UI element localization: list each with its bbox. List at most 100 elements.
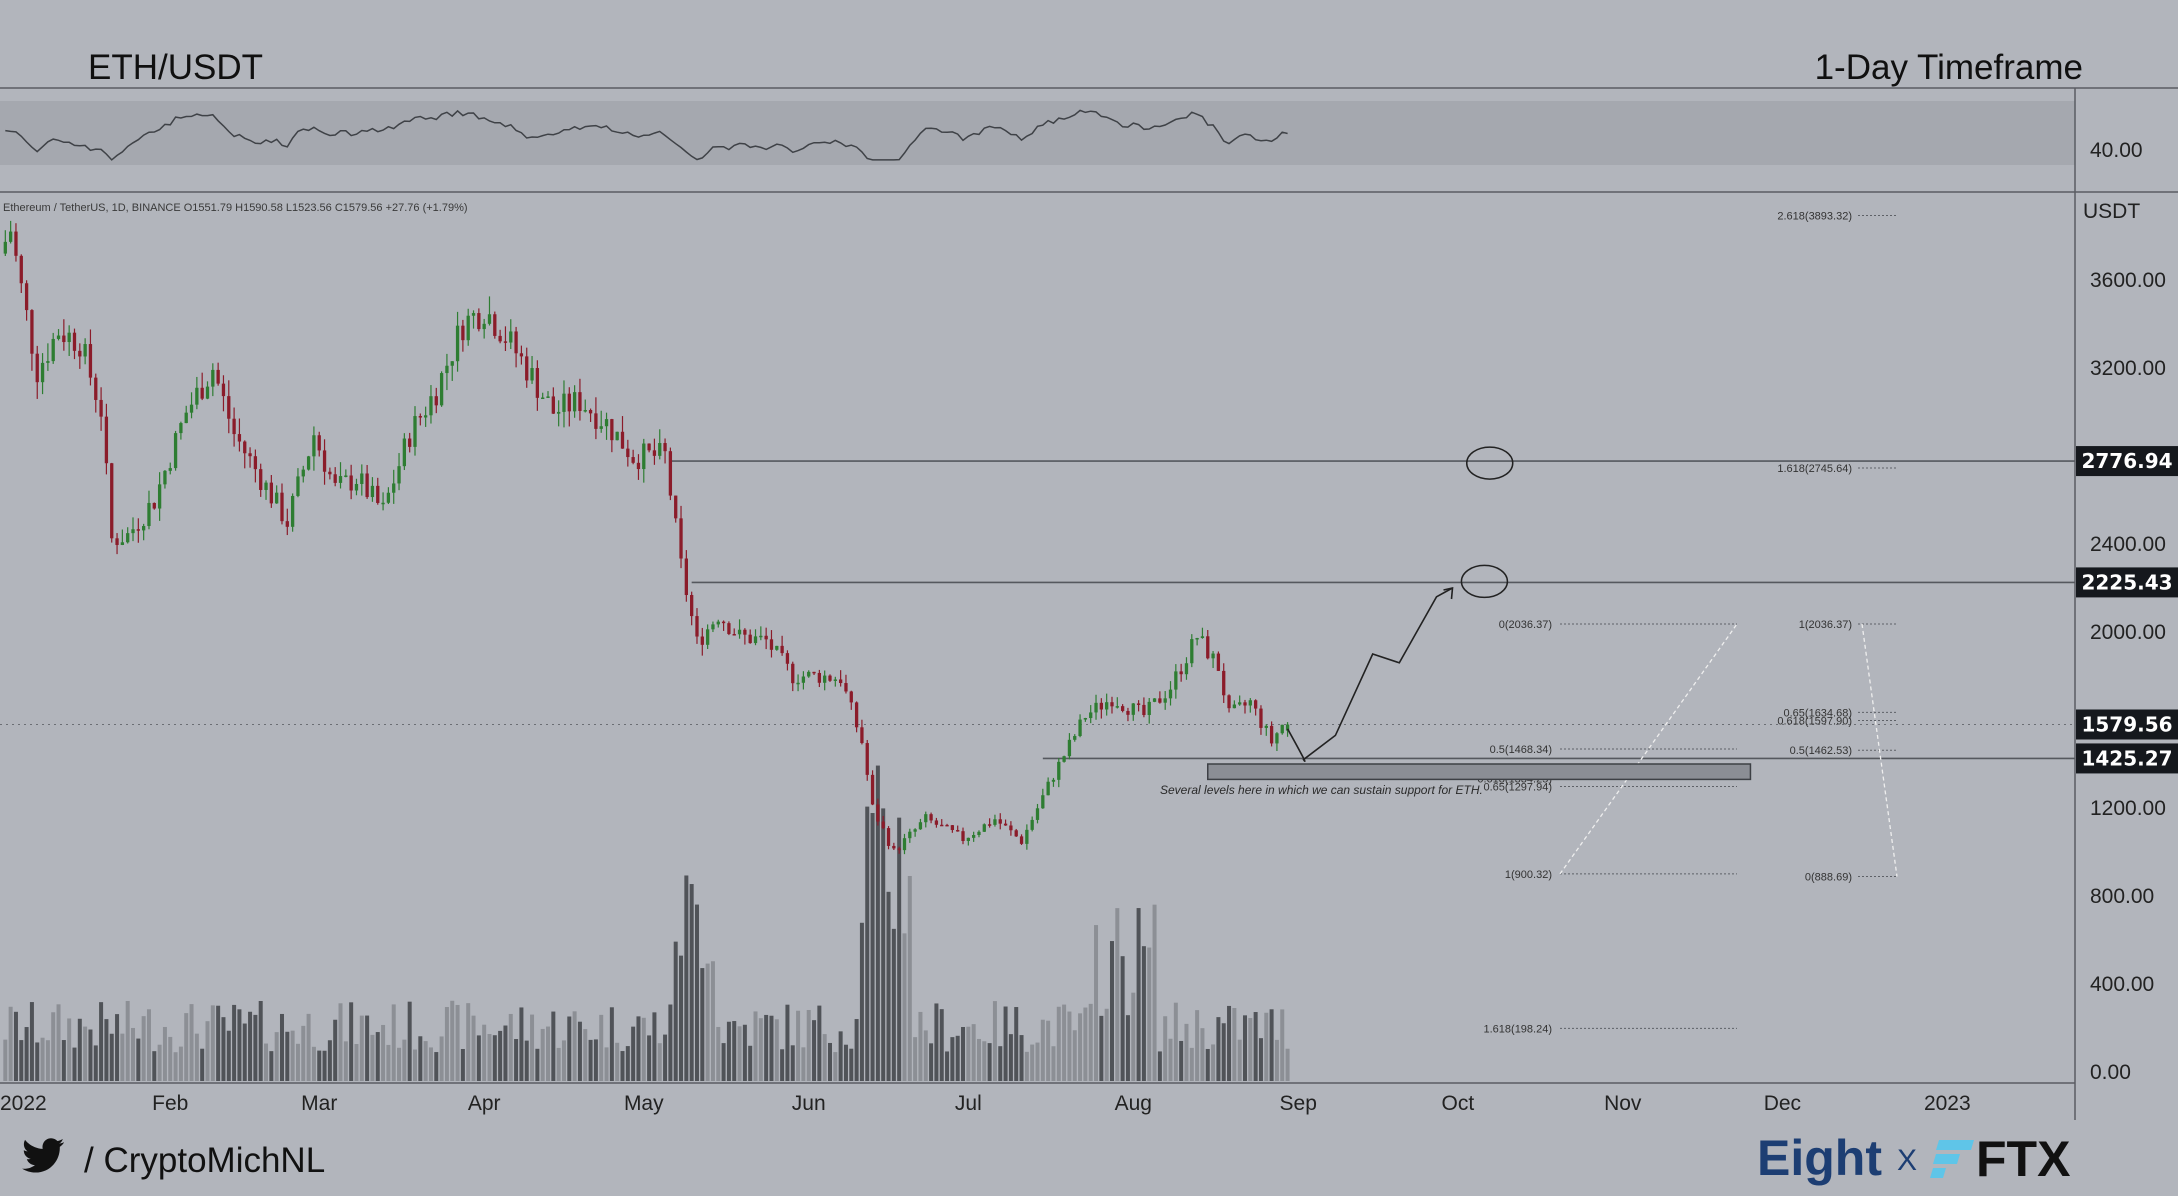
volume-bar — [269, 1051, 274, 1081]
volume-bar — [1248, 1018, 1253, 1081]
level-price-labels: 2776.94 2225.43 1579.56 1425.27 — [2076, 446, 2178, 774]
candle-body — [1126, 710, 1130, 715]
candle-body — [737, 629, 742, 635]
volume-bar — [849, 1048, 854, 1081]
projection-curve — [1286, 587, 1453, 762]
volume-bar — [115, 1014, 120, 1081]
candle-body — [546, 396, 550, 398]
volume-bar — [716, 1026, 721, 1081]
candle-body — [445, 365, 449, 374]
volume-bar — [88, 1029, 93, 1081]
candle-body — [1264, 725, 1268, 728]
candle-body — [312, 435, 316, 457]
candle-body — [583, 410, 587, 412]
volume-bar — [386, 1044, 391, 1081]
volume-bar — [796, 1010, 801, 1081]
candle-body — [823, 675, 827, 683]
volume-bar — [290, 1030, 295, 1081]
candle-body — [1184, 663, 1189, 675]
rsi-value-label: 40.00 — [2090, 139, 2143, 162]
volume-bar — [785, 1004, 790, 1081]
volume-bar — [141, 1016, 146, 1081]
fib-left-diagonal — [1559, 623, 1738, 875]
volume-bar — [295, 1043, 300, 1081]
fib-left-label: 0.5(1468.34) — [1490, 744, 1552, 756]
candle-body — [594, 413, 598, 429]
candle-body — [753, 636, 758, 644]
volume-bar — [966, 1026, 971, 1081]
volume-bar — [535, 1048, 540, 1081]
candle-body — [296, 476, 300, 496]
candle-body — [493, 314, 497, 336]
candle-body — [918, 822, 923, 830]
volume-bar — [301, 1025, 306, 1081]
candle-body — [1094, 702, 1098, 713]
candle-body — [1232, 704, 1237, 709]
volume-bar — [168, 1036, 173, 1081]
candle-body — [67, 332, 71, 343]
volume-bar — [1104, 1008, 1109, 1081]
candle-body — [690, 595, 694, 617]
candle-body — [1259, 708, 1263, 728]
volume-bar — [1141, 946, 1146, 1081]
volume-bar — [1189, 1047, 1194, 1081]
volume-bar — [93, 1045, 98, 1081]
volume-bar — [274, 1032, 279, 1081]
volume-bar — [987, 1043, 992, 1081]
candle-body — [977, 831, 981, 835]
candle-body — [945, 824, 949, 827]
price-candles — [3, 220, 1290, 855]
candle-body — [466, 315, 470, 341]
candle-body — [828, 675, 832, 681]
candle-body — [211, 369, 215, 387]
volume-bar — [817, 1005, 822, 1081]
candle-body — [131, 529, 135, 534]
price-tick: 0.00 — [2090, 1061, 2131, 1084]
candle-body — [514, 331, 518, 354]
candle-body — [1083, 718, 1088, 720]
candle-body — [397, 466, 401, 484]
candle-body — [1067, 739, 1072, 757]
volume-bar — [652, 1012, 657, 1081]
volume-bar — [551, 1011, 556, 1081]
volume-bar — [1168, 1038, 1173, 1081]
candle-body — [269, 482, 273, 504]
volume-bar — [641, 1017, 646, 1081]
candle-body — [477, 313, 481, 330]
candle-body — [961, 831, 965, 842]
candle-body — [998, 819, 1002, 824]
candle-body — [860, 727, 864, 744]
candle-body — [1147, 701, 1151, 716]
candle-body — [1152, 698, 1157, 702]
horizontal-levels — [0, 460, 2075, 760]
candle-body — [987, 824, 992, 826]
candle-body — [1057, 761, 1061, 780]
volume-bar — [306, 1013, 311, 1081]
volume-bar — [945, 1051, 950, 1081]
volume-bar — [1083, 1007, 1088, 1081]
candle-body — [301, 469, 305, 477]
volume-bar — [322, 1050, 327, 1081]
brand-x: X — [1897, 1144, 1917, 1177]
candle-body — [1078, 719, 1082, 737]
volume-bar — [647, 1035, 652, 1081]
candle-body — [551, 396, 555, 414]
candle-body — [1275, 733, 1279, 744]
candle-body — [557, 411, 561, 414]
volume-bar — [780, 1049, 785, 1081]
volume-bar — [726, 1021, 731, 1081]
candle-body — [168, 468, 172, 471]
volume-bar — [1258, 1038, 1263, 1081]
candle-body — [908, 831, 912, 839]
volume-bar — [753, 1011, 758, 1081]
candle-body — [1073, 736, 1077, 740]
candle-body — [94, 377, 98, 400]
volume-bar — [460, 1048, 465, 1081]
price-label-box — [2076, 567, 2178, 598]
price-axis: 3600.00 3200.00 2400.00 2000.00 1200.00 800.0… — [2090, 269, 2166, 1084]
candle-body — [647, 443, 651, 451]
volume-bar — [577, 1021, 582, 1081]
candle-body — [785, 653, 790, 664]
volume-bar — [769, 1015, 774, 1081]
volume-bar — [444, 1007, 449, 1081]
